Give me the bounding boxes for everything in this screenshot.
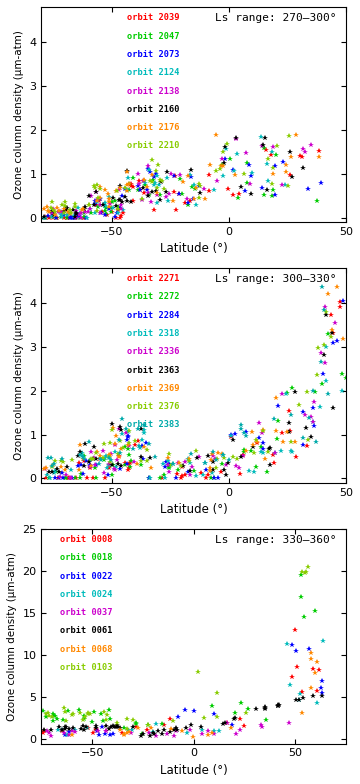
Text: orbit 0008: orbit 0008 (60, 535, 112, 544)
Text: orbit 0037: orbit 0037 (60, 608, 112, 617)
Text: orbit 2124: orbit 2124 (127, 68, 179, 78)
Text: orbit 2318: orbit 2318 (127, 329, 179, 338)
Text: Ls range: 270–300°: Ls range: 270–300° (215, 13, 337, 24)
Text: orbit 2047: orbit 2047 (127, 31, 179, 41)
Text: Ls range: 300–330°: Ls range: 300–330° (215, 274, 337, 285)
Text: orbit 2272: orbit 2272 (127, 292, 179, 302)
Text: orbit 2176: orbit 2176 (127, 123, 179, 132)
Text: Ls range: 330–360°: Ls range: 330–360° (215, 535, 337, 545)
X-axis label: Latitude (°): Latitude (°) (160, 764, 228, 777)
Text: orbit 0018: orbit 0018 (60, 554, 112, 562)
Text: orbit 2138: orbit 2138 (127, 86, 179, 96)
Text: orbit 2210: orbit 2210 (127, 141, 179, 151)
X-axis label: Latitude (°): Latitude (°) (160, 503, 228, 516)
Text: orbit 2271: orbit 2271 (127, 274, 179, 283)
Y-axis label: Ozone column density (μm-atm): Ozone column density (μm-atm) (14, 30, 24, 199)
Text: orbit 2073: orbit 2073 (127, 50, 179, 59)
Text: orbit 2376: orbit 2376 (127, 402, 179, 411)
Text: orbit 2363: orbit 2363 (127, 365, 179, 375)
Text: orbit 2336: orbit 2336 (127, 347, 179, 357)
Text: orbit 2369: orbit 2369 (127, 384, 179, 393)
Y-axis label: Ozone column density (μm-atm): Ozone column density (μm-atm) (14, 291, 24, 459)
Text: orbit 0061: orbit 0061 (60, 626, 112, 635)
Text: orbit 0103: orbit 0103 (60, 663, 112, 672)
Text: orbit 0024: orbit 0024 (60, 590, 112, 599)
X-axis label: Latitude (°): Latitude (°) (160, 242, 228, 256)
Text: orbit 2284: orbit 2284 (127, 310, 179, 320)
Text: orbit 0068: orbit 0068 (60, 644, 112, 654)
Y-axis label: Ozone column density (μm-atm): Ozone column density (μm-atm) (7, 552, 17, 720)
Text: orbit 0022: orbit 0022 (60, 572, 112, 581)
Text: orbit 2039: orbit 2039 (127, 13, 179, 23)
Text: orbit 2383: orbit 2383 (127, 420, 179, 430)
Text: orbit 2160: orbit 2160 (127, 105, 179, 114)
